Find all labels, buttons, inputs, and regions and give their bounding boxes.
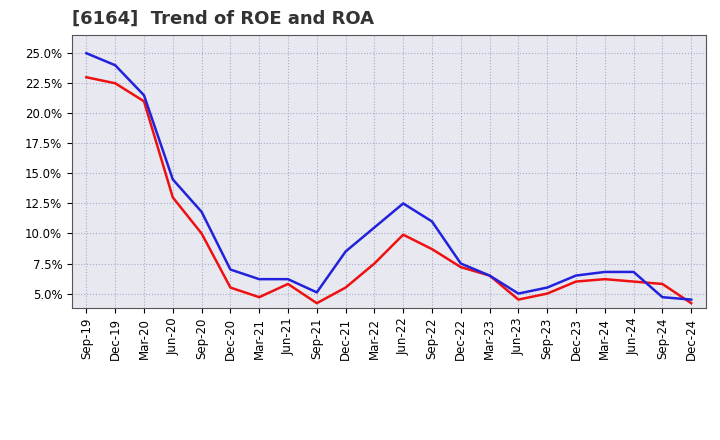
ROA [82, 51, 91, 56]
Text: [6164]  Trend of ROE and ROA: [6164] Trend of ROE and ROA [72, 10, 374, 28]
ROA [111, 62, 120, 68]
ROA [543, 285, 552, 290]
ROA [312, 290, 321, 295]
ROE [687, 301, 696, 306]
ROE [82, 75, 91, 80]
ROE [111, 81, 120, 86]
ROE [370, 261, 379, 266]
ROA [514, 291, 523, 296]
ROA [168, 177, 177, 182]
ROA [226, 267, 235, 272]
ROE [255, 294, 264, 300]
ROA [255, 276, 264, 282]
ROA [658, 294, 667, 300]
Line: ROE: ROE [86, 77, 691, 303]
ROE [284, 281, 292, 286]
ROE [140, 99, 148, 104]
ROA [456, 261, 465, 266]
ROE [658, 281, 667, 286]
ROA [370, 225, 379, 230]
ROA [341, 249, 350, 254]
ROE [197, 231, 206, 236]
ROE [572, 279, 580, 284]
ROA [687, 297, 696, 302]
ROE [543, 291, 552, 296]
ROA [197, 209, 206, 214]
ROA [485, 273, 494, 278]
ROE [399, 232, 408, 237]
ROE [485, 273, 494, 278]
ROE [456, 264, 465, 270]
ROA [399, 201, 408, 206]
ROE [226, 285, 235, 290]
ROE [600, 276, 609, 282]
ROA [600, 269, 609, 275]
ROE [168, 195, 177, 200]
ROA [428, 219, 436, 224]
ROA [629, 269, 638, 275]
Line: ROA: ROA [86, 53, 691, 300]
ROE [428, 246, 436, 252]
ROE [514, 297, 523, 302]
ROA [572, 273, 580, 278]
ROA [284, 276, 292, 282]
ROE [312, 301, 321, 306]
ROA [140, 93, 148, 98]
ROE [341, 285, 350, 290]
ROE [629, 279, 638, 284]
